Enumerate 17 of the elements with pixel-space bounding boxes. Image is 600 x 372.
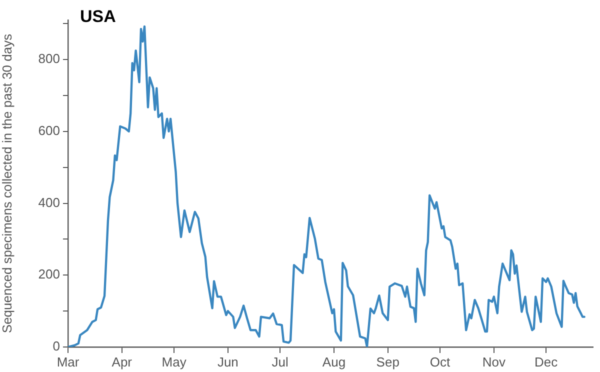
x-tick-label: Apr	[112, 354, 133, 370]
y-tick-label: 400	[38, 194, 60, 210]
y-axis-title: Sequenced specimens collected in the past 30 days	[0, 33, 14, 334]
x-tick-label: Dec	[534, 354, 558, 370]
chart-title: USA	[80, 7, 116, 26]
x-tick-label: Nov	[482, 354, 506, 370]
x-tick-label: Sep	[376, 354, 400, 370]
x-tick-label: Oct	[430, 354, 451, 370]
y-tick-label: 200	[38, 266, 60, 282]
x-tick-label: Jun	[217, 354, 238, 370]
x-tick-label: Jul	[272, 354, 289, 370]
x-tick-label: Aug	[322, 354, 346, 370]
y-tick-label: 600	[38, 122, 60, 138]
x-tick-label: May	[162, 354, 187, 370]
x-tick-label: Mar	[56, 354, 80, 370]
y-tick-label: 800	[38, 51, 60, 66]
y-tick-label: 0	[52, 338, 60, 354]
